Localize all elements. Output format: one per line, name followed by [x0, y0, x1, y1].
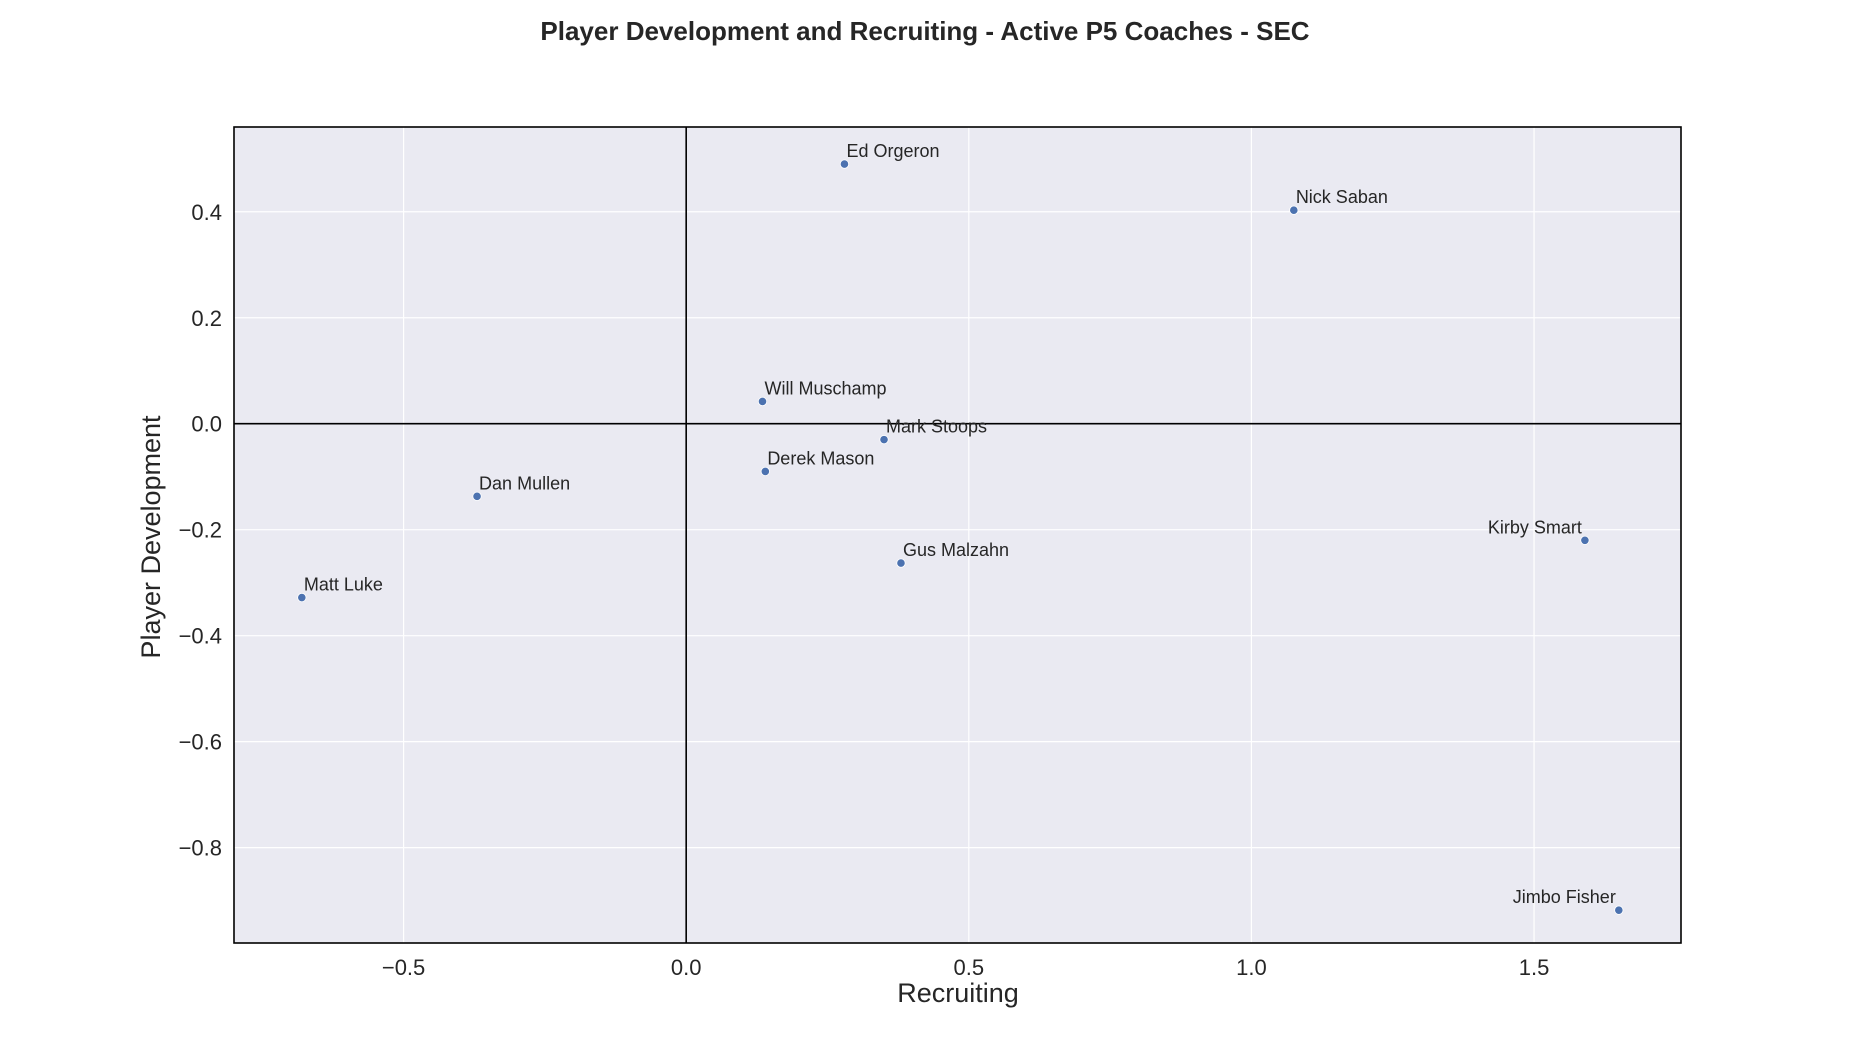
x-tick-label: 1.0 — [1236, 955, 1267, 980]
y-tick-label: 0.4 — [191, 200, 222, 225]
data-point — [1580, 535, 1590, 545]
y-tick-label: −0.6 — [179, 730, 222, 755]
data-point — [1614, 905, 1624, 915]
grid-lines — [234, 127, 1681, 943]
x-axis-ticks: −0.5 0.0 0.5 1.0 1.5 — [382, 955, 1549, 980]
x-tick-label: 0.5 — [954, 955, 985, 980]
data-point — [760, 466, 770, 477]
data-point — [839, 159, 850, 169]
y-tick-label: 0.0 — [191, 412, 222, 437]
data-point — [879, 435, 889, 445]
point-label: Gus Malzahn — [903, 540, 1009, 560]
point-label: Will Muschamp — [764, 378, 886, 398]
data-point — [472, 491, 482, 501]
y-tick-label: −0.2 — [179, 518, 222, 543]
data-point — [757, 396, 768, 407]
y-tick-label: 0.2 — [191, 306, 222, 331]
x-axis-label: Recruiting — [897, 978, 1019, 1008]
y-tick-label: −0.4 — [179, 624, 222, 649]
data-point — [1289, 205, 1299, 215]
point-label: Dan Mullen — [479, 473, 570, 493]
point-label: Mark Stoops — [886, 417, 987, 437]
x-tick-label: 0.0 — [671, 955, 702, 980]
x-tick-label: −0.5 — [382, 955, 425, 980]
x-tick-label: 1.5 — [1519, 955, 1550, 980]
data-point — [896, 558, 906, 568]
chart-title: Player Development and Recruiting - Acti… — [540, 16, 1309, 46]
point-label: Jimbo Fisher — [1513, 887, 1616, 907]
point-label: Matt Luke — [304, 575, 383, 595]
point-label: Derek Mason — [767, 448, 874, 468]
y-axis-ticks: 0.4 0.2 0.0 −0.2 −0.4 −0.6 −0.8 — [179, 200, 222, 861]
point-label: Ed Orgeron — [846, 141, 939, 161]
data-point — [297, 592, 307, 603]
y-axis-label: Player Development — [136, 415, 166, 659]
y-tick-label: −0.8 — [179, 836, 222, 861]
reference-lines — [234, 127, 1681, 943]
data-points — [297, 159, 1624, 915]
point-label: Kirby Smart — [1488, 517, 1582, 537]
plot-area — [234, 127, 1681, 943]
point-label: Nick Saban — [1296, 187, 1388, 207]
plot-frame — [233, 126, 1682, 944]
